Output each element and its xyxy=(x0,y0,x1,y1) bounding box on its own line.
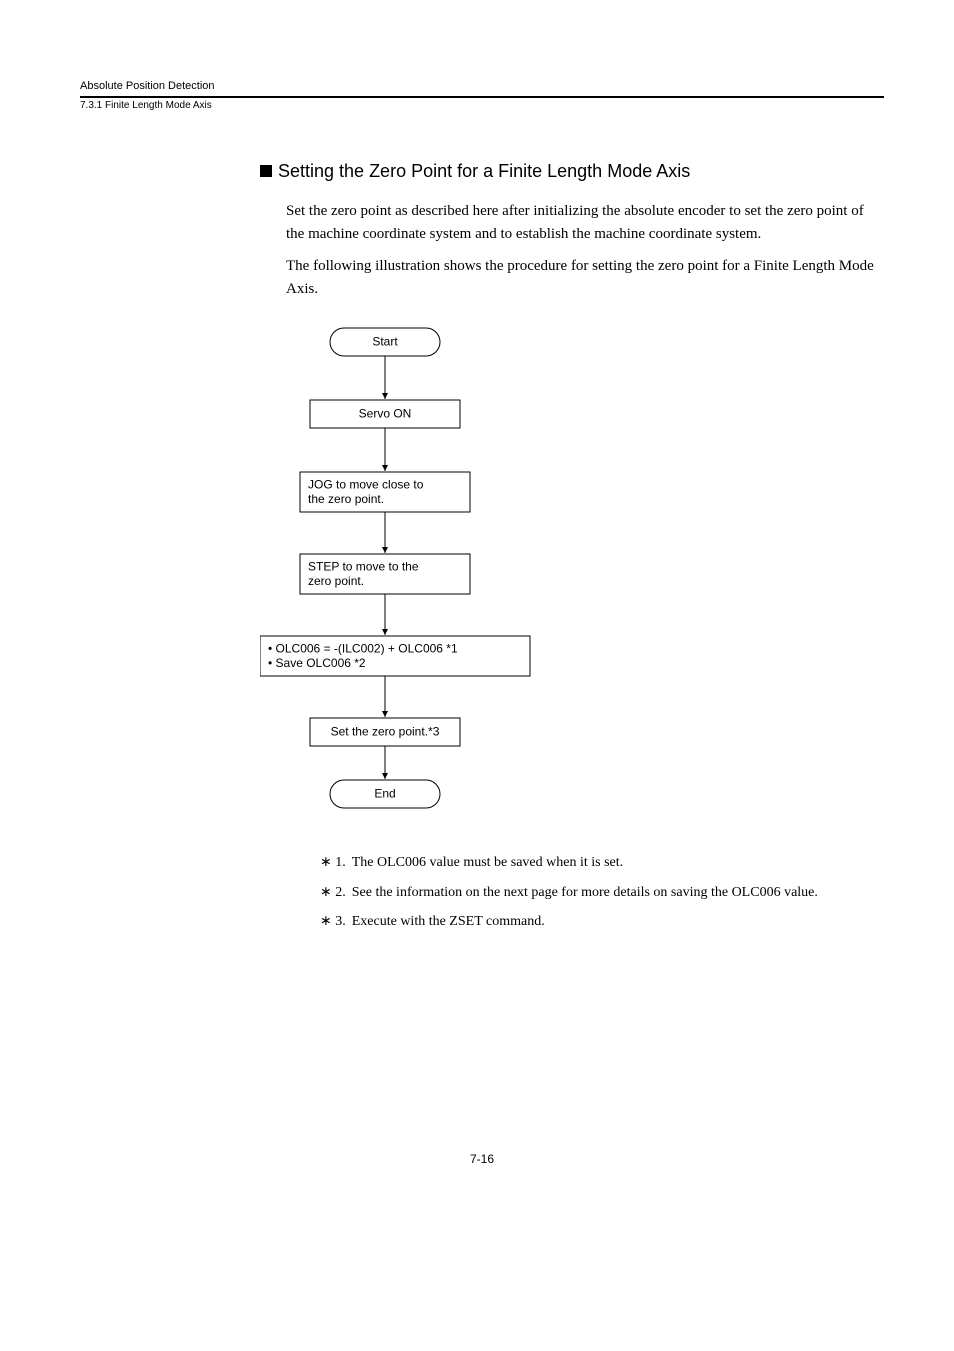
header-chapter: Absolute Position Detection xyxy=(80,80,884,92)
paragraph-1: Set the zero point as described here aft… xyxy=(286,200,884,245)
note-text: The OLC006 value must be saved when it i… xyxy=(352,853,623,873)
note-marker: ∗ 3. xyxy=(320,912,346,932)
note-text: Execute with the ZSET command. xyxy=(352,912,545,932)
header-rule xyxy=(80,96,884,98)
flow-node-label: STEP to move to the xyxy=(308,559,419,573)
flowchart-svg: Start Servo ON JOG to move close tothe zer… xyxy=(260,318,600,828)
page: Absolute Position Detection 7.3.1 Finite… xyxy=(0,0,954,1226)
note-item: ∗ 3. Execute with the ZSET command. xyxy=(320,912,884,932)
flow-node-label: Set the zero point.*3 xyxy=(331,725,440,739)
flow-node-label: • OLC006 = -(ILC002) + OLC006 *1 xyxy=(268,641,458,655)
note-marker: ∗ 1. xyxy=(320,853,346,873)
flow-node-label: End xyxy=(374,787,395,801)
note-text: See the information on the next page for… xyxy=(352,883,818,903)
flow-node-label: zero point. xyxy=(308,574,364,588)
note-marker: ∗ 2. xyxy=(320,883,346,903)
flow-node-label: Start xyxy=(372,335,398,349)
page-number: 7-16 xyxy=(80,1152,884,1166)
paragraph-2: The following illustration shows the pro… xyxy=(286,255,884,300)
square-bullet-icon xyxy=(260,165,272,177)
flow-node-label: JOG to move close to xyxy=(308,477,424,491)
note-item: ∗ 1. The OLC006 value must be saved when … xyxy=(320,853,884,873)
flow-node-label: the zero point. xyxy=(308,492,384,506)
section-title-text: Setting the Zero Point for a Finite Leng… xyxy=(278,161,690,181)
note-item: ∗ 2. See the information on the next page… xyxy=(320,883,884,903)
content-area: Setting the Zero Point for a Finite Leng… xyxy=(260,161,884,932)
notes-list: ∗ 1. The OLC006 value must be saved when … xyxy=(320,853,884,932)
header-section: 7.3.1 Finite Length Mode Axis xyxy=(80,100,884,111)
flow-node-label: • Save OLC006 *2 xyxy=(268,656,366,670)
flow-node-label: Servo ON xyxy=(359,407,412,421)
flowchart-container: Start Servo ON JOG to move close tothe zer… xyxy=(260,318,884,833)
section-title: Setting the Zero Point for a Finite Leng… xyxy=(260,161,884,182)
